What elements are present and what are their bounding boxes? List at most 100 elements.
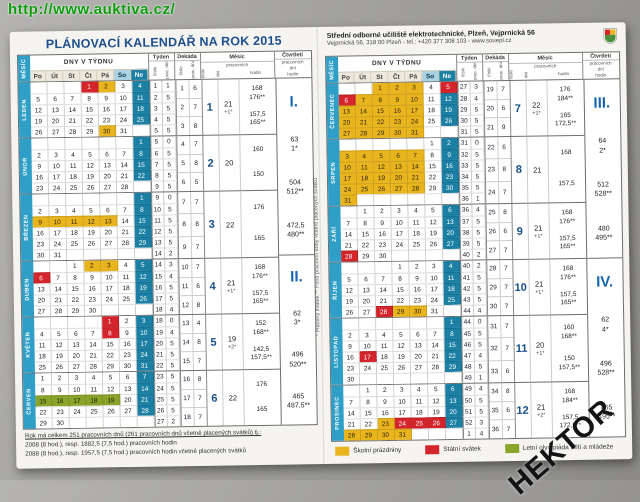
day-cell	[341, 318, 359, 330]
decade-row: 33 6	[488, 359, 514, 383]
week-number: 30	[457, 114, 471, 126]
day-cell	[32, 261, 50, 273]
quarter-paid-holidays: 2*	[599, 147, 606, 155]
quarter-block: II. 62 3* 496 520** 465 487,5**	[278, 253, 317, 425]
week-number: 43	[460, 293, 474, 305]
day-cell: 3	[390, 205, 409, 217]
hours-value: 152	[255, 320, 267, 328]
day-cell: 9	[374, 216, 392, 229]
decade-number: 33	[488, 360, 502, 383]
day-cell: 5	[373, 149, 391, 162]
week-workdays: 5	[166, 371, 180, 383]
day-cell: 15	[101, 338, 120, 350]
month-hours-subheader: hodin	[249, 70, 262, 76]
day-header-ut: Út	[354, 71, 372, 83]
hours-value: 512**	[286, 188, 304, 196]
day-cell	[375, 317, 393, 330]
day-cell: 24	[48, 182, 66, 194]
day-cell: 10	[406, 93, 424, 105]
day-cell: 6	[390, 149, 408, 161]
day-cell: 8	[34, 384, 52, 396]
day-cell	[137, 415, 155, 427]
day-cell: 8	[101, 327, 119, 339]
decade-number: 34	[488, 383, 502, 402]
day-cell: 19	[425, 227, 443, 239]
hours-value: 168	[561, 209, 573, 217]
week-number: 31	[457, 137, 471, 149]
day-cell: 6	[67, 327, 85, 339]
decade-workdays: 8	[194, 159, 199, 167]
day-cell: 26	[83, 237, 101, 249]
day-cell: 2	[440, 137, 458, 150]
day-cell: 24	[339, 183, 357, 195]
day-cell: 22	[34, 406, 53, 418]
day-cell: 8	[359, 396, 378, 408]
day-cell: 11	[410, 395, 429, 407]
day-cell: 28	[50, 304, 68, 317]
week-row: 26 27 28 29 30 31 5 5	[30, 124, 176, 138]
day-cell: 11	[408, 216, 426, 228]
week-workdays: 1	[471, 192, 485, 204]
day-cell: 18	[85, 394, 103, 406]
decade-number: 24	[485, 181, 499, 204]
quarters-column: III. 64 2* 512 528** 480 495** IV. 62 4* 496 528** 4…	[582, 79, 625, 437]
day-cell: 22	[444, 349, 462, 362]
day-cell: 24	[136, 348, 154, 360]
day-cell: 18	[118, 281, 136, 294]
hours-value: 176	[256, 380, 268, 388]
quarter-days-group: 62 3*	[293, 309, 301, 327]
decade-row: 30 7	[487, 296, 513, 316]
month-name-label: LEDEN	[17, 82, 31, 138]
day-cell: 6	[98, 148, 117, 160]
day-cell: 25	[118, 292, 136, 305]
table-body: ČERVENEC 1 2 3 4 5 27 3 6 7 8 9 10 11 12 28 4 13 14 15 16 17 1…	[325, 79, 625, 441]
week-number: 5	[149, 136, 163, 148]
hours-value: 165**	[249, 119, 266, 127]
week-number: 19	[152, 326, 166, 338]
day-cell: 20	[33, 294, 51, 306]
decade-workdays: 7	[198, 413, 203, 421]
month-decades: 13 4 14 8 15 7	[178, 314, 206, 371]
day-cell: 30	[409, 305, 427, 317]
day-cell: 23	[409, 294, 427, 306]
day-cell: 26	[51, 360, 69, 373]
day-cell: 16	[98, 103, 116, 115]
day-cell: 11	[117, 270, 136, 283]
day-cell: 17	[394, 406, 412, 418]
month-number: 2	[201, 135, 219, 191]
month-block: ŘÍJEN 1 2 3 4 40 2 5 6 7 8 9 10 11 41 5 12 13 14 15 16 17 18 42…	[328, 257, 587, 318]
day-cell: 30	[119, 359, 137, 372]
month-hours: 176 165	[239, 190, 278, 258]
day-cell: 9	[389, 93, 407, 105]
day-cell	[428, 428, 446, 440]
day-cell: 3	[100, 260, 118, 272]
day-cell: 25	[411, 417, 429, 429]
weekdays-header-group: DNY V TÝDNU Po Út St Čt Pá So Ne	[29, 53, 149, 82]
week-workdays: 5	[475, 405, 489, 417]
month-hours-8h: 176 184**	[557, 86, 573, 103]
month-name-label: ÚNOR	[18, 138, 32, 194]
week-row: 23 24 25 26 27 28 9 5	[31, 180, 177, 194]
months-column: LEDEN 1 2 3 4 1 1 5 6 7 8 9 10 11 2 5 12 13 14 15 16 17 18 3 5 19…	[17, 78, 281, 429]
week-workdays: 5	[162, 113, 176, 125]
week-workdays: 5	[162, 91, 176, 103]
day-cell: 20	[338, 116, 356, 128]
week-workdays: 5	[162, 147, 177, 159]
day-cell: 24	[115, 113, 133, 126]
month-workdays-count: 21	[224, 98, 233, 109]
week-workdays: 5	[472, 237, 486, 249]
day-header-ne: Ne	[438, 69, 456, 82]
month-hours: 168 176** 157,5 165**	[240, 257, 279, 314]
day-cell: 25	[132, 113, 150, 125]
decade-number: 4	[176, 136, 191, 154]
day-cell: 15	[360, 407, 378, 419]
day-cell: 27	[47, 126, 65, 138]
decade-number: 18	[181, 408, 195, 427]
day-cell: 17	[339, 172, 357, 184]
day-cell: 26	[82, 181, 100, 193]
month-hours-7-5h: 165	[254, 235, 265, 244]
day-cell: 13	[99, 159, 117, 171]
month-decades: 28 7 29 7 30 7	[485, 260, 513, 316]
hours-value: 528**	[597, 369, 615, 377]
